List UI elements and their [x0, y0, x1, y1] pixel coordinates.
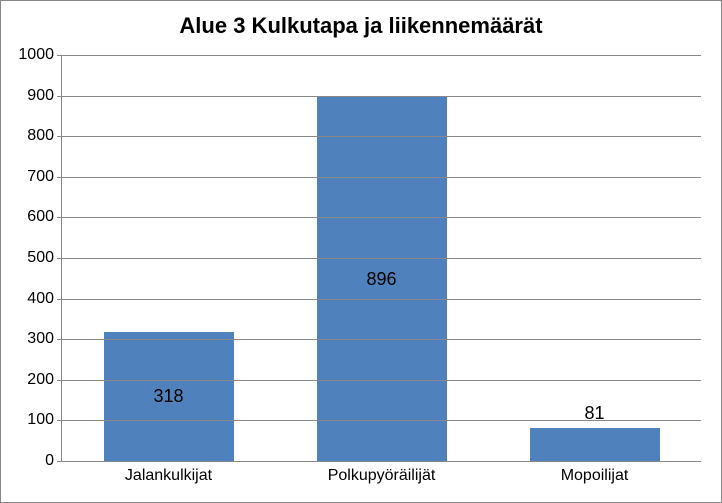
bar: 318	[104, 332, 234, 461]
y-axis-label: 600	[27, 208, 62, 226]
bar-value-label: 318	[153, 386, 183, 407]
gridline	[62, 258, 701, 259]
x-axis-label: Jalankulkijat	[125, 461, 212, 485]
gridline	[62, 96, 701, 97]
gridline	[62, 177, 701, 178]
gridline	[62, 299, 701, 300]
chart-title: Alue 3 Kulkutapa ja liikennemäärät	[1, 1, 721, 47]
y-axis-label: 0	[45, 452, 62, 470]
y-axis-label: 800	[27, 127, 62, 145]
plot-wrapper: 318Jalankulkijat896Polkupyöräilijät81Mop…	[61, 55, 701, 462]
y-axis-label: 500	[27, 249, 62, 267]
x-axis-label: Polkupyöräilijät	[328, 461, 436, 485]
x-axis-label: Mopoilijat	[561, 461, 629, 485]
bar: 81	[530, 428, 660, 461]
gridline	[62, 136, 701, 137]
bar-value-label: 896	[366, 269, 396, 290]
plot-area: 318Jalankulkijat896Polkupyöräilijät81Mop…	[61, 55, 701, 462]
y-axis-label: 900	[27, 87, 62, 105]
y-axis-label: 1000	[18, 46, 62, 64]
gridline	[62, 55, 701, 56]
y-axis-label: 200	[27, 371, 62, 389]
gridline	[62, 420, 701, 421]
bar: 896	[317, 97, 447, 461]
gridline	[62, 339, 701, 340]
y-axis-label: 700	[27, 168, 62, 186]
y-axis-label: 300	[27, 330, 62, 348]
gridline	[62, 380, 701, 381]
y-axis-label: 100	[27, 411, 62, 429]
chart-container: Alue 3 Kulkutapa ja liikennemäärät 318Ja…	[0, 0, 722, 503]
gridline	[62, 217, 701, 218]
y-axis-label: 400	[27, 290, 62, 308]
bar-value-label: 81	[584, 403, 604, 428]
